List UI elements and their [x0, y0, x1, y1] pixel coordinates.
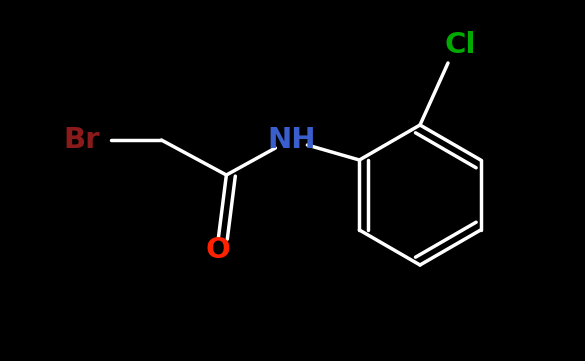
Text: Br: Br: [63, 126, 99, 154]
Text: NH: NH: [267, 126, 316, 154]
Text: Cl: Cl: [444, 31, 476, 59]
Text: O: O: [206, 236, 231, 264]
